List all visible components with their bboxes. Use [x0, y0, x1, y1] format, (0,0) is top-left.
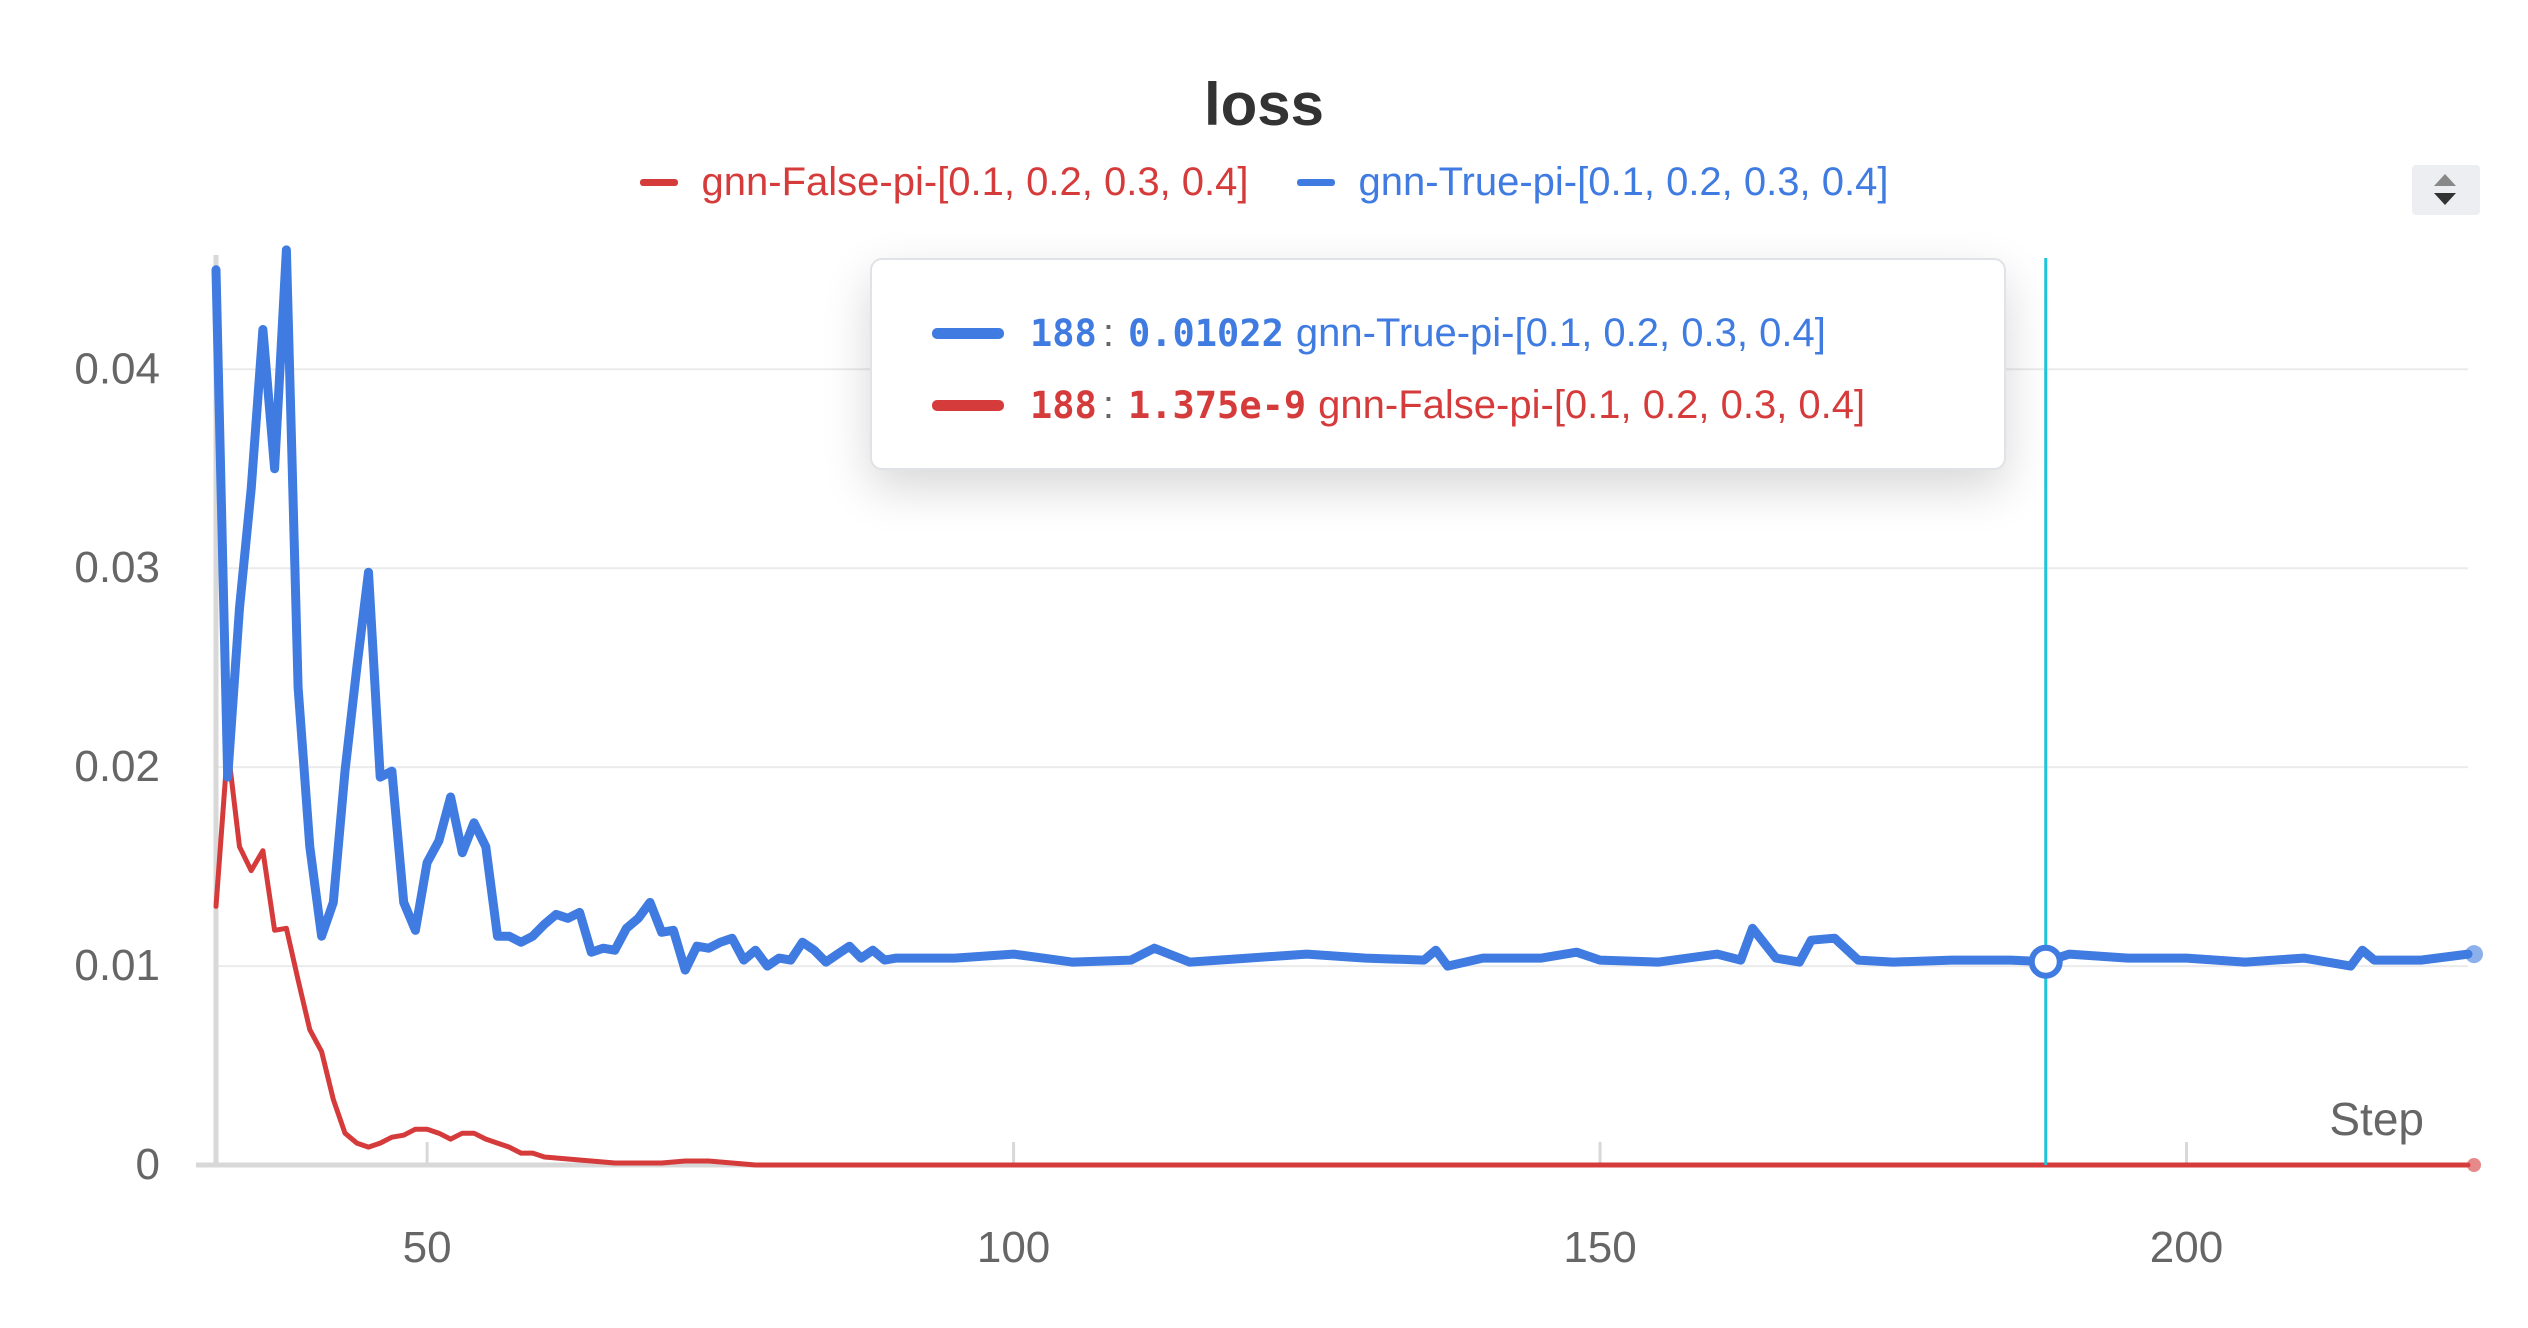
legend-label-gnn-true: gnn-True-pi-[0.1, 0.2, 0.3, 0.4]	[1358, 160, 1889, 204]
tooltip-step: 188	[1030, 383, 1097, 427]
legend-item-gnn-true[interactable]: gnn-True-pi-[0.1, 0.2, 0.3, 0.4]	[1296, 160, 1889, 205]
y-tick-label: 0.01	[74, 941, 160, 990]
hover-tooltip: 188 : 0.01022 gnn-True-pi-[0.1, 0.2, 0.3…	[870, 258, 2006, 470]
tooltip-swatch-blue	[932, 327, 1004, 339]
caret-down-icon[interactable]	[2434, 193, 2456, 205]
legend-scroll-control[interactable]	[2412, 165, 2480, 215]
tooltip-swatch-red	[932, 399, 1004, 411]
x-axis-label: Step	[2329, 1093, 2424, 1145]
legend-swatch-blue	[1296, 179, 1335, 186]
tooltip-value: 1.375e-9	[1127, 383, 1307, 427]
x-tick-label: 200	[2150, 1223, 2223, 1272]
tooltip-colon: :	[1102, 310, 1114, 355]
chart-title: loss	[1203, 71, 1325, 138]
legend-label-gnn-false: gnn-False-pi-[0.1, 0.2, 0.3, 0.4]	[701, 160, 1249, 204]
series-end-dot	[2465, 945, 2483, 964]
tooltip-series-name: gnn-False-pi-[0.1, 0.2, 0.3, 0.4]	[1318, 382, 1866, 427]
tooltip-row-gnn-false: 188 : 1.375e-9 gnn-False-pi-[0.1, 0.2, 0…	[932, 377, 1865, 433]
tooltip-colon: :	[1102, 382, 1114, 427]
tooltip-step: 188	[1030, 311, 1097, 355]
legend-swatch-red	[639, 179, 678, 186]
y-tick-label: 0.03	[74, 543, 160, 592]
legend-item-gnn-false[interactable]: gnn-False-pi-[0.1, 0.2, 0.3, 0.4]	[639, 160, 1249, 205]
x-tick-label: 50	[403, 1223, 452, 1272]
series-end-dot	[2467, 1158, 2481, 1172]
caret-up-icon[interactable]	[2434, 174, 2456, 186]
y-tick-label: 0.02	[74, 742, 160, 791]
x-tick-label: 100	[977, 1223, 1050, 1272]
tooltip-value: 0.01022	[1127, 311, 1284, 355]
x-tick-label: 150	[1563, 1223, 1636, 1272]
tooltip-series-name: gnn-True-pi-[0.1, 0.2, 0.3, 0.4]	[1295, 310, 1826, 355]
series-line-gnn-true[interactable]	[211, 245, 2473, 975]
y-tick-label: 0.04	[74, 344, 160, 393]
tooltip-row-gnn-true: 188 : 0.01022 gnn-True-pi-[0.1, 0.2, 0.3…	[932, 305, 1826, 361]
legend: gnn-False-pi-[0.1, 0.2, 0.3, 0.4] gnn-Tr…	[0, 160, 2528, 205]
y-tick-label: 0	[136, 1140, 160, 1189]
hover-point-marker	[2028, 944, 2063, 979]
series-line-gnn-false[interactable]	[213, 744, 2471, 1168]
